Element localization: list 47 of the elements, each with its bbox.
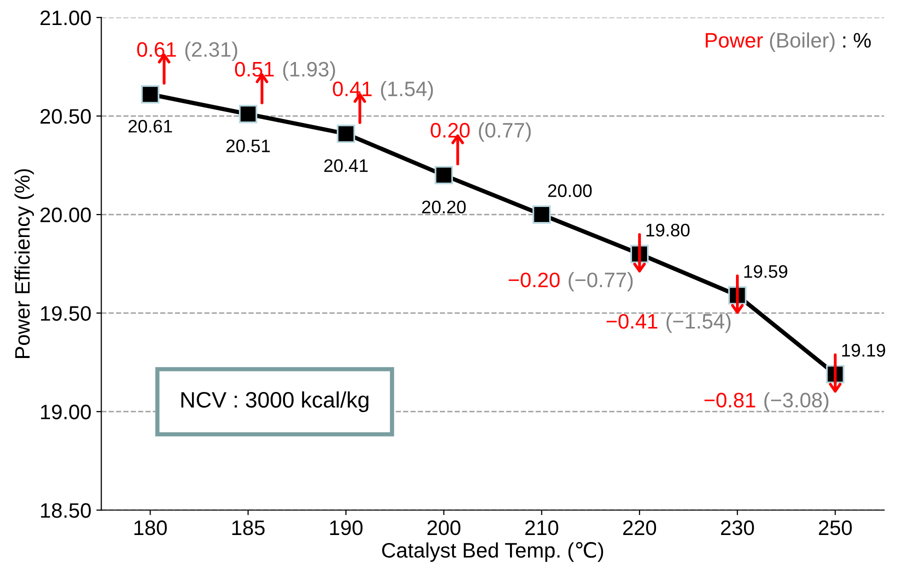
annotation: : %	[843, 33, 871, 48]
point	[141, 85, 160, 104]
data-label: 20.41	[324, 159, 368, 172]
data-label: 19.59	[744, 265, 788, 278]
y-tick-label: 19.50	[41, 306, 91, 321]
x-tick-label: 210	[525, 520, 558, 536]
annotation: (2.31)	[185, 42, 238, 61]
annotation: Power	[706, 33, 763, 48]
x-tick-label: 200	[427, 520, 460, 536]
y-tick-label: 20.50	[40, 109, 91, 124]
annotation: (Boiler)	[770, 32, 835, 52]
data-label: 20.51	[226, 140, 270, 152]
x-tick-label: 180	[134, 520, 167, 536]
annotation: −0.20	[508, 272, 560, 288]
x-tick-label: 185	[232, 520, 265, 536]
y-tick-label: 20.00	[40, 208, 91, 222]
x-tick-label: 230	[721, 520, 754, 536]
data-label: 20.20	[422, 200, 466, 214]
y-tick-label: 21.00	[40, 10, 91, 26]
point	[434, 166, 453, 184]
x-axis-title: Catalyst Bed Temp. (℃)	[382, 542, 604, 562]
annotation: (−1.54)	[666, 313, 731, 333]
data-label: 20.00	[548, 184, 592, 198]
data-label: 19.80	[646, 224, 690, 236]
annotation: 0.51	[235, 62, 274, 77]
y-tick-label: 18.50	[41, 503, 91, 518]
annotation: −0.81	[704, 392, 756, 408]
x-tick-label: 220	[623, 520, 656, 536]
data-label: 19.19	[842, 344, 886, 357]
annotation: (1.93)	[283, 61, 336, 81]
point	[238, 104, 258, 124]
annotation: 0.20	[430, 122, 470, 138]
point	[532, 205, 551, 224]
x-tick-label: 250	[818, 520, 852, 536]
point	[336, 124, 356, 143]
annotation: (−3.08)	[764, 392, 828, 412]
y-axis-title: Power Efficiency (%)	[14, 169, 34, 358]
y-tick-label: 19.00	[41, 404, 91, 420]
annotation: (1.54)	[381, 81, 433, 100]
annotation: (0.77)	[478, 122, 531, 142]
annotation: −0.41	[606, 314, 658, 329]
annotation: NCV : 3000 kcal/kg	[181, 391, 368, 412]
annotation: 0.61	[137, 42, 176, 57]
annotation: 0.41	[332, 82, 372, 96]
data-label: 20.61	[128, 120, 172, 133]
annotation: (−0.77)	[568, 272, 633, 292]
x-tick-label: 190	[330, 520, 363, 536]
